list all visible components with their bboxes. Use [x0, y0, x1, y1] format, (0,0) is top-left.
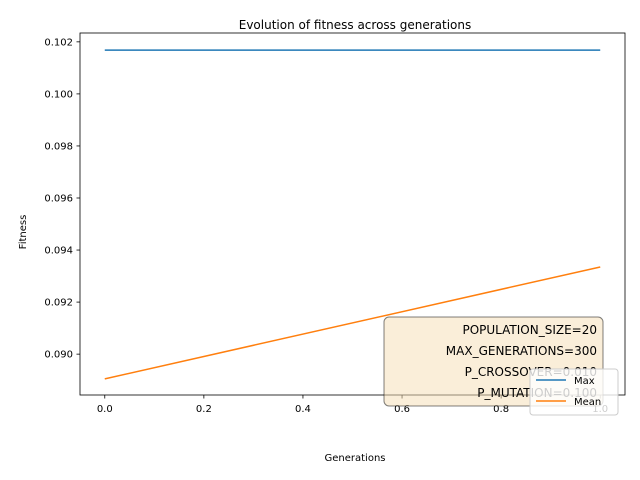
y-tick-label: 0.092	[44, 298, 73, 309]
plot-frame	[79, 32, 626, 396]
y-tick-label: 0.090	[44, 350, 73, 361]
y-tick-label: 0.102	[44, 37, 73, 48]
y-tick-label: 0.094	[44, 246, 73, 257]
x-tick-label: 0.4	[295, 404, 311, 415]
y-tick-label: 0.098	[44, 141, 73, 152]
y-axis-ticks: 0.090 0.092 0.094 0.096 0.098 0.100 0.102	[44, 37, 80, 361]
x-axis-label: Generations	[325, 453, 386, 464]
x-tick-label: 0.0	[97, 404, 113, 415]
annotation-line: POPULATION_SIZE=20	[462, 323, 597, 337]
legend: Max Mean	[529, 368, 619, 416]
y-axis-label: Fitness	[18, 215, 29, 250]
series-line-mean	[104, 266, 601, 380]
x-tick-label: 0.8	[493, 404, 509, 415]
annotation-line: MAX_GENERATIONS=300	[446, 344, 597, 358]
legend-label-max: Max	[574, 376, 595, 387]
y-tick-label: 0.096	[44, 193, 73, 204]
x-tick-label: 0.2	[196, 404, 212, 415]
x-tick-label: 0.6	[394, 404, 410, 415]
series-layer	[104, 49, 601, 380]
chart-title: Evolution of fitness across generations	[239, 18, 472, 32]
legend-label-mean: Mean	[574, 397, 601, 408]
y-tick-label: 0.100	[44, 89, 73, 100]
